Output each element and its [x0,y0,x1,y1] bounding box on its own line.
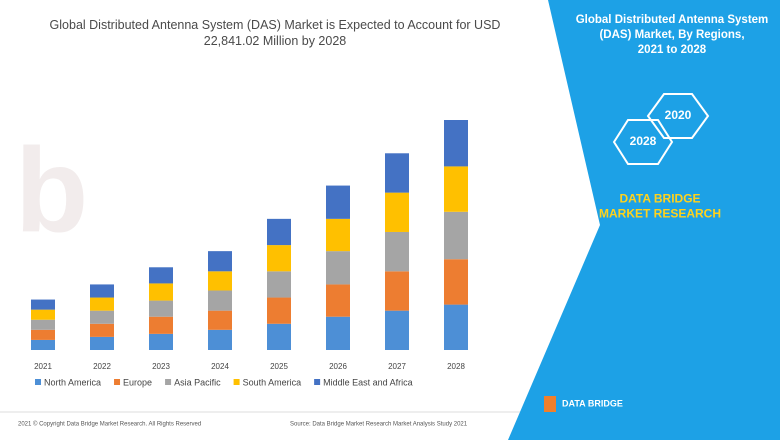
legend-label: South America [243,377,302,387]
bar-segment [90,336,114,350]
copyright: 2021 © Copyright Data Bridge Market Rese… [18,421,201,428]
bar-segment [444,166,468,212]
legend-swatch [165,379,172,385]
bar-segment [267,271,291,298]
bar-segment [326,316,350,350]
bar-segment [90,310,114,324]
brand: DATA BRIDGE MARKET RESEARCH [599,192,721,221]
legend-label: Asia Pacific [174,377,221,387]
bar-segment [149,300,173,317]
bar-segment [385,231,409,272]
bar-segment [149,283,173,301]
bar-segment [90,284,114,298]
bar-segment [444,120,468,167]
bar-segment [31,319,55,330]
bar-segment [267,323,291,350]
x-tick-label: 2028 [447,362,465,371]
bar-segment [90,323,114,337]
source: Source: Data Bridge Market Research Mark… [290,422,468,428]
bar-segment [444,304,468,350]
bar-segment [385,153,409,193]
bar-segment [326,185,350,219]
bar-segment [149,316,173,334]
x-tick-label: 2022 [93,362,111,371]
legend-swatch [35,379,41,385]
bar-segment [385,310,409,350]
bar-segment [267,297,291,324]
x-tick-label: 2025 [270,362,288,371]
bar-segment [208,310,232,330]
bar-segment [326,218,350,252]
legend-label: Europe [123,377,152,387]
x-tick-label: 2021 [34,362,52,371]
bar-segment [208,251,232,272]
logo-text: DATA BRIDGE [562,398,623,408]
chart-title: Global Distributed Antenna System (DAS) … [50,18,501,48]
side-title: Global Distributed Antenna System (DAS) M… [576,14,769,56]
bar-segment [31,309,55,320]
logo-icon [544,396,556,412]
legend-label: North America [44,377,101,387]
hexagon [612,119,674,165]
bar-segment [31,299,55,310]
legend-label: Middle East and Africa [323,377,413,387]
bar-segment [31,339,55,350]
legend-swatch [114,379,121,385]
legend-swatch [233,379,240,385]
bar-segment [444,259,468,305]
bar-segment [149,267,173,284]
hexagon [646,93,710,139]
bar-segment [267,218,291,246]
bar-segment [149,333,173,350]
x-tick-label: 2024 [211,362,229,371]
bar-segment [444,211,468,260]
hexagon-label: 2020 [665,108,692,122]
side-panel [508,0,780,440]
bar-segment [267,245,291,272]
legend-swatch [314,379,321,385]
bar-segment [326,251,350,285]
bar-segment [90,297,114,311]
x-tick-label: 2023 [152,362,170,371]
watermark: b [15,124,88,258]
bar-segment [385,192,409,232]
bar-segment [208,271,232,291]
bar-segment [208,329,232,350]
x-tick-label: 2027 [388,362,406,371]
x-tick-label: 2026 [329,362,347,371]
hexagon-label: 2028 [630,134,657,148]
bar-segment [208,290,232,311]
bar-segment [326,284,350,317]
bar-segment [385,271,409,311]
bar-segment [31,329,55,340]
